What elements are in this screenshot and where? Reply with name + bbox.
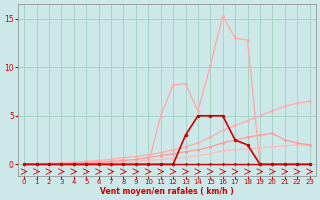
X-axis label: Vent moyen/en rafales ( km/h ): Vent moyen/en rafales ( km/h ): [100, 187, 234, 196]
